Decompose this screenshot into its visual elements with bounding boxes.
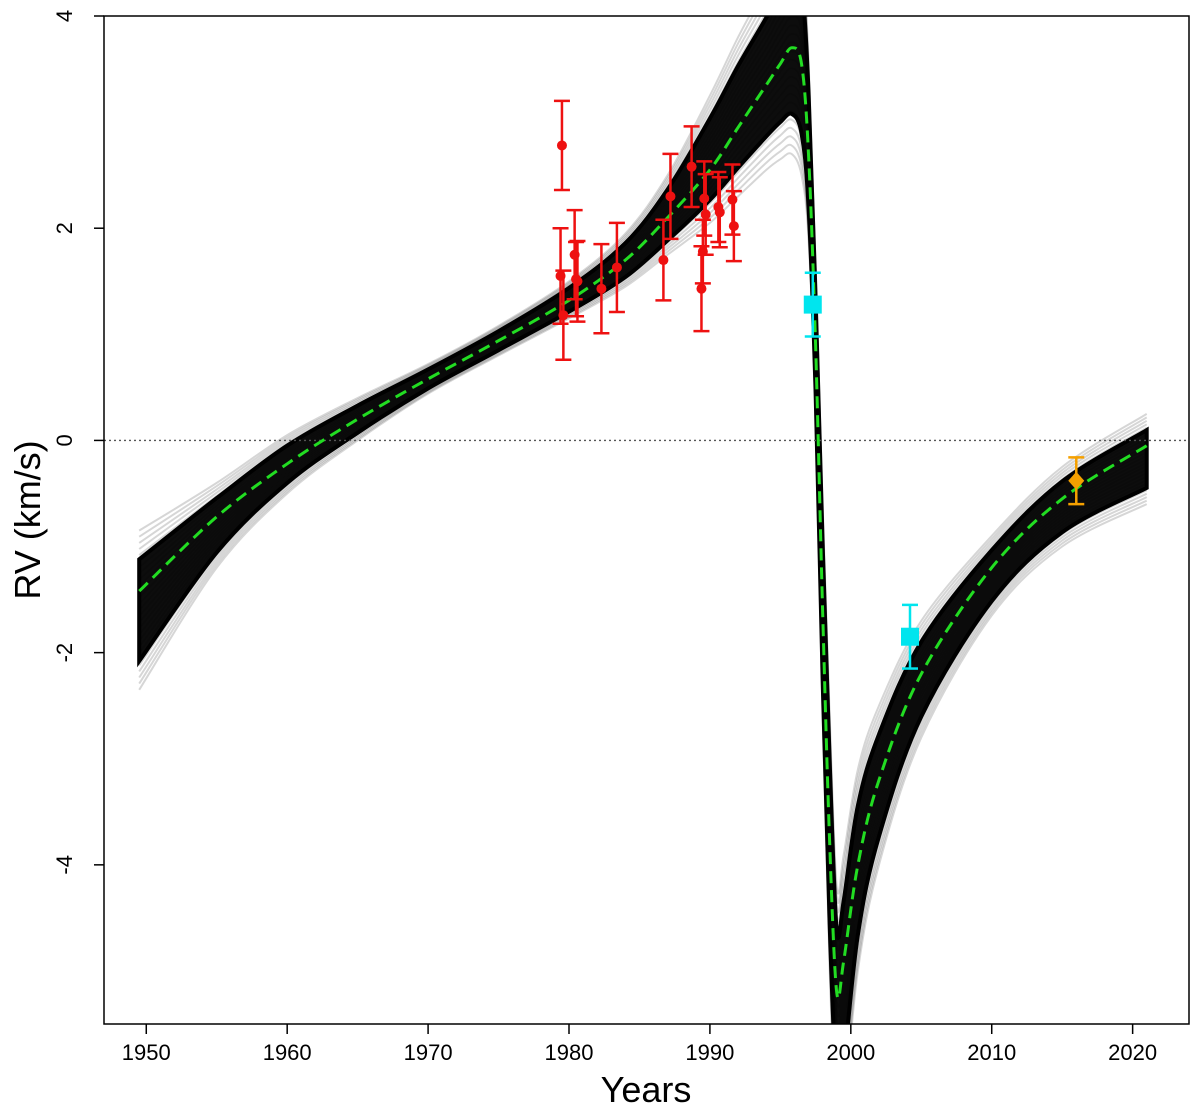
- posterior-curves-band: [137, 16, 1149, 1024]
- posterior-curve: [138, 41, 1148, 1018]
- data-point-square: [803, 295, 822, 314]
- data-point-square: [901, 627, 919, 646]
- y-axis-title: RV (km/s): [7, 440, 48, 599]
- data-point-circle: [558, 310, 569, 321]
- data-point-circle: [728, 221, 739, 232]
- series-square-points: [803, 271, 919, 670]
- plot-frame: [103, 15, 1190, 1025]
- x-tick-label: 1950: [122, 1040, 171, 1065]
- x-tick-label: 2000: [826, 1040, 875, 1065]
- data-point-circle: [686, 161, 697, 172]
- posterior-curve: [138, 24, 1148, 999]
- posterior-curve: [138, 16, 1148, 990]
- posterior-core: [137, 16, 1149, 1024]
- posterior-curve: [138, 16, 1148, 980]
- model-curve: [138, 46, 1148, 1000]
- posterior-curve: [138, 16, 1148, 904]
- data-point-circle: [658, 255, 669, 266]
- data-point-circle: [727, 194, 738, 205]
- x-tick-label: 2010: [967, 1040, 1016, 1065]
- posterior-curve: [138, 32, 1148, 1009]
- data-point-diamond: [1068, 471, 1085, 490]
- y-tick-label: 4: [52, 10, 77, 22]
- y-tick-label: 2: [52, 222, 77, 234]
- data-point-circle: [611, 262, 622, 273]
- best-fit-model-curve: [138, 46, 1148, 1000]
- posterior-curve: [138, 16, 1148, 914]
- data-point-circle: [700, 209, 711, 220]
- data-point-circle: [699, 193, 710, 204]
- data-point-circle: [696, 283, 707, 294]
- y-axis: -4 -2 0 2 4: [52, 10, 104, 875]
- x-tick-label: 2020: [1108, 1040, 1157, 1065]
- posterior-curve: [138, 126, 1148, 1024]
- rv-data-points: [552, 99, 1085, 670]
- x-tick-label: 1990: [685, 1040, 734, 1065]
- x-tick-label: 1960: [263, 1040, 312, 1065]
- posterior-curve: [138, 135, 1148, 1024]
- posterior-curve: [138, 143, 1148, 1024]
- x-axis: 1950 1960 1970 1980 1990 2000 2010 2020: [122, 1024, 1157, 1065]
- data-point-circle: [714, 207, 725, 218]
- y-tick-label: -2: [52, 643, 77, 663]
- x-tick-label: 1970: [404, 1040, 453, 1065]
- series-diamond-points: [1068, 456, 1085, 506]
- y-tick-label: -4: [52, 855, 77, 875]
- data-point-circle: [571, 274, 582, 285]
- x-axis-title: Years: [601, 1069, 692, 1110]
- posterior-curve: [138, 16, 1148, 895]
- data-point-circle: [556, 140, 567, 151]
- x-tick-label: 1980: [545, 1040, 594, 1065]
- data-point-circle: [596, 283, 607, 294]
- posterior-curve: [138, 152, 1148, 1024]
- series-circle-points: [552, 99, 742, 362]
- y-tick-label: 0: [52, 434, 77, 446]
- data-point-circle: [665, 191, 676, 202]
